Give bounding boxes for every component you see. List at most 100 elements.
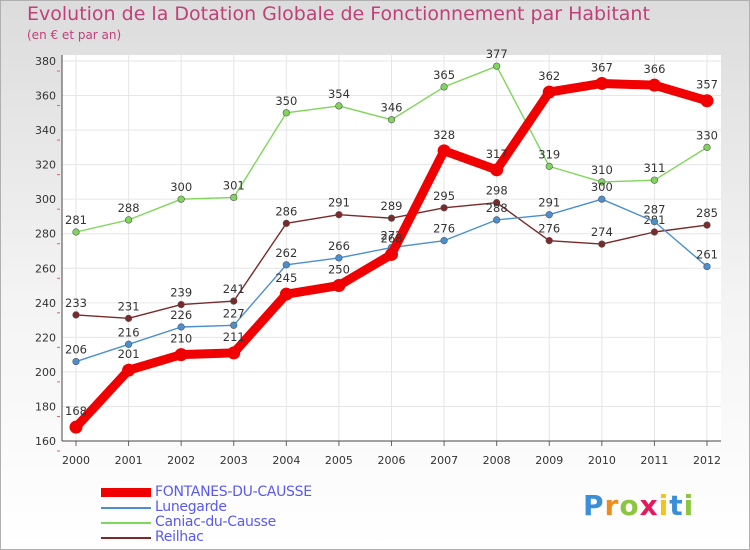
data-point-fontanes-du-causse (279, 287, 293, 301)
y-tick-label: 160 (35, 435, 56, 448)
data-point-lunegarde (230, 321, 238, 329)
data-label-reilhac: 239 (170, 286, 192, 300)
data-label-caniac-du-causse: 365 (433, 68, 455, 82)
x-tick-label: 2003 (220, 454, 248, 467)
y-tick-label: 320 (35, 159, 56, 172)
data-label-fontanes-du-causse: 201 (118, 347, 140, 361)
data-label-reilhac: 289 (381, 199, 403, 213)
brand-letter: t (669, 489, 684, 522)
y-tick-label: 200 (35, 366, 56, 379)
brand-letter: i (658, 489, 670, 522)
data-label-caniac-du-causse: 310 (591, 163, 613, 177)
x-tick-label: 2012 (693, 454, 721, 467)
data-label-lunegarde: 216 (118, 325, 140, 339)
data-point-reilhac (440, 204, 448, 212)
chart-subtitle: (en € et par an) (27, 28, 122, 42)
data-point-lunegarde (124, 340, 133, 348)
y-tick-label: 220 (35, 331, 56, 344)
data-label-fontanes-du-causse: 168 (65, 404, 87, 418)
brand-letter: o (619, 489, 640, 522)
data-point-caniac-du-causse (387, 116, 396, 124)
brand-letter: i (683, 489, 695, 522)
data-label-caniac-du-causse: 377 (486, 47, 508, 61)
data-point-caniac-du-causse (440, 83, 448, 91)
data-point-lunegarde (493, 216, 501, 224)
data-point-reilhac (703, 221, 711, 229)
data-label-caniac-du-causse: 301 (223, 178, 245, 192)
x-tick-label: 2000 (62, 454, 90, 467)
data-label-reilhac: 291 (328, 196, 350, 210)
x-tick-label: 2010 (588, 454, 616, 467)
data-label-reilhac: 298 (486, 184, 508, 198)
data-point-lunegarde (335, 254, 343, 262)
data-point-fontanes-du-causse (69, 420, 83, 434)
data-label-lunegarde: 262 (275, 246, 297, 260)
y-tick-label: 180 (35, 400, 56, 413)
data-label-reilhac: 285 (696, 206, 718, 220)
data-label-reilhac: 295 (433, 189, 455, 203)
data-point-caniac-du-causse (493, 62, 501, 70)
data-point-caniac-du-causse (282, 109, 290, 117)
legend-label: Lunegarde (155, 499, 227, 515)
line-chart: 160 180 200 220 240 260 280 300 320 340 360 380 2000… (35, 47, 721, 467)
data-label-lunegarde: 226 (170, 308, 192, 322)
data-point-lunegarde (545, 211, 553, 219)
y-tick-label: 360 (35, 90, 56, 103)
data-label-caniac-du-causse: 346 (381, 101, 403, 115)
data-point-fontanes-du-causse (174, 348, 188, 362)
data-point-reilhac (387, 214, 396, 222)
data-label-reilhac: 241 (223, 282, 245, 296)
data-label-lunegarde: 291 (538, 196, 560, 210)
data-point-lunegarde (703, 262, 711, 271)
y-tick-label: 300 (35, 193, 56, 206)
data-point-fontanes-du-causse (332, 279, 346, 293)
data-label-reilhac: 233 (65, 296, 87, 310)
data-point-lunegarde (440, 237, 448, 245)
data-label-lunegarde: 261 (696, 248, 718, 262)
data-point-reilhac (124, 314, 133, 322)
data-point-lunegarde (598, 195, 606, 203)
data-point-lunegarde (282, 261, 290, 269)
data-point-caniac-du-causse (124, 216, 133, 224)
data-point-caniac-du-causse (72, 228, 80, 236)
data-point-lunegarde (650, 218, 659, 226)
data-point-caniac-du-causse (650, 176, 659, 184)
brand-letter: x (639, 489, 659, 522)
data-point-reilhac (282, 219, 290, 227)
x-tick-label: 2007 (430, 454, 458, 467)
legend-swatch (101, 537, 151, 539)
data-point-lunegarde (72, 357, 80, 366)
data-label-lunegarde: 206 (65, 343, 87, 357)
proxiti-logo: Proxiti (583, 489, 694, 522)
y-tick-label: 380 (35, 55, 56, 68)
data-label-reilhac: 274 (591, 225, 613, 239)
data-point-reilhac (545, 237, 553, 245)
data-label-fontanes-du-causse: 268 (381, 231, 403, 245)
data-point-caniac-du-causse (335, 102, 343, 110)
y-tick-label: 280 (35, 228, 56, 241)
data-label-caniac-du-causse: 354 (328, 87, 350, 101)
data-label-lunegarde: 276 (433, 222, 455, 236)
data-label-lunegarde: 266 (328, 239, 350, 253)
data-point-fontanes-du-causse (227, 346, 241, 360)
data-label-fontanes-du-causse: 250 (328, 263, 350, 277)
data-label-fontanes-du-causse: 366 (643, 62, 665, 76)
data-point-reilhac (598, 240, 606, 248)
x-tick-label: 2006 (378, 454, 406, 467)
data-label-caniac-du-causse: 319 (538, 147, 560, 161)
data-point-caniac-du-causse (545, 162, 553, 170)
data-label-fontanes-du-causse: 211 (223, 330, 245, 344)
y-tick-label: 240 (35, 297, 56, 310)
data-point-reilhac (650, 228, 659, 236)
data-label-fontanes-du-causse: 328 (433, 128, 455, 142)
x-tick-label: 2008 (483, 454, 511, 467)
data-label-lunegarde: 227 (223, 306, 245, 320)
legend-label: Caniac-du-Causse (155, 514, 276, 530)
x-tick-label: 2002 (167, 454, 195, 467)
x-tick-label: 2004 (272, 454, 300, 467)
data-label-lunegarde: 287 (643, 203, 665, 217)
data-label-fontanes-du-causse: 210 (170, 332, 192, 346)
x-tick-label: 2005 (325, 454, 353, 467)
brand-letter: r (604, 489, 620, 522)
data-point-fontanes-du-causse (490, 163, 504, 177)
